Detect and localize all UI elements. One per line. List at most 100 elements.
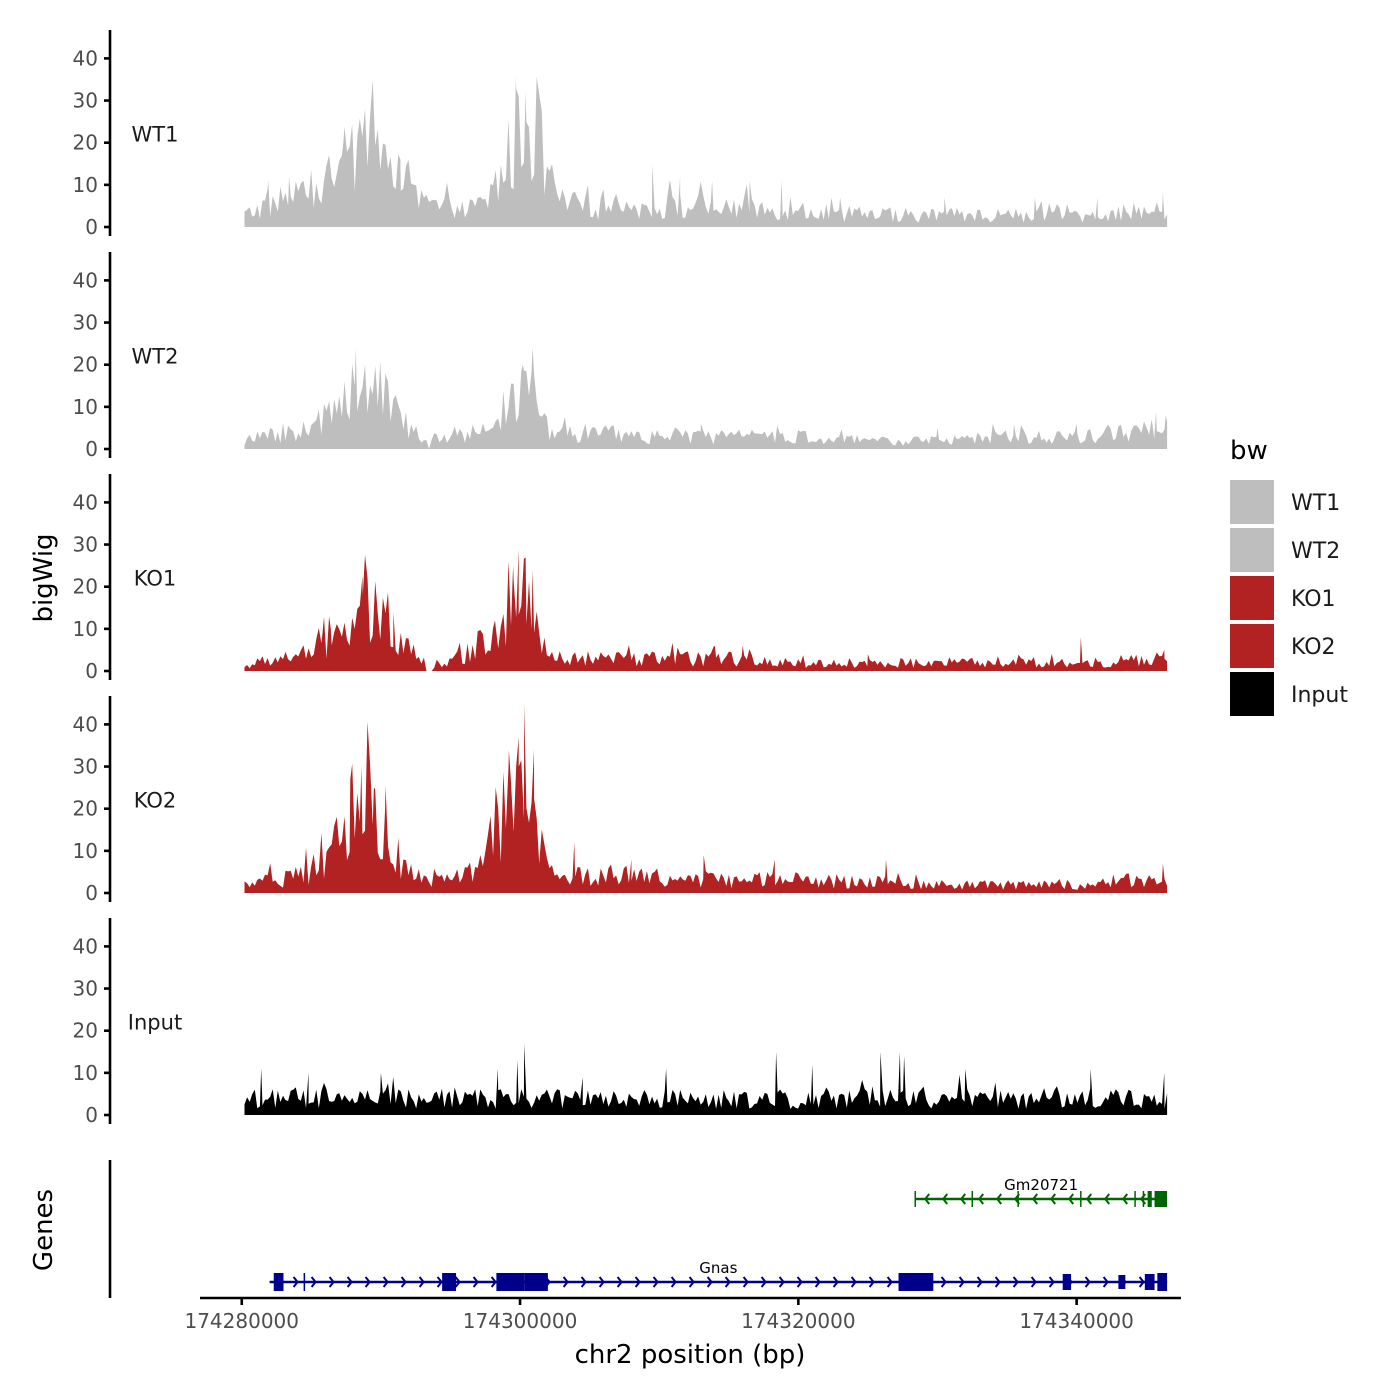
y-tick-label: 30 <box>73 977 98 1001</box>
y-tick-label: 0 <box>85 1103 98 1127</box>
y-tick-label: 10 <box>73 395 98 419</box>
coverage-area-input <box>244 1043 1168 1115</box>
track-wt1: 0 10 20 30 40 WT1 <box>73 30 1168 239</box>
strand-arrow <box>1048 1276 1055 1288</box>
strand-arrow <box>418 1276 425 1288</box>
exon <box>524 1273 548 1291</box>
strand-arrow <box>923 1193 931 1205</box>
x-axis-title: chr2 position (bp) <box>575 1340 806 1370</box>
track-ko2: 0 10 20 30 40 KO2 <box>73 696 1168 905</box>
strand-arrow <box>1067 1193 1075 1205</box>
strand-arrow <box>1103 1193 1111 1205</box>
strand-arrow <box>1012 1276 1019 1288</box>
legend-swatch-wt1 <box>1230 480 1274 524</box>
strand-arrow <box>1085 1193 1093 1205</box>
strand-arrow <box>1121 1193 1129 1205</box>
tracks-layer: 0 10 20 30 40 WT1 0 10 20 30 40 WT2 0 10 20 30 40 KO1 0 10 2… <box>73 30 1168 1127</box>
strand-arrow <box>1031 1193 1039 1205</box>
exon <box>1062 1274 1072 1290</box>
y-tick-label: 20 <box>73 797 98 821</box>
exon <box>273 1273 284 1291</box>
legend-label-wt1: WT1 <box>1291 491 1340 516</box>
track-label-wt2: WT2 <box>132 344 179 368</box>
strand-arrow <box>670 1276 677 1288</box>
y-tick-label: 10 <box>73 617 98 641</box>
strand-arrow <box>976 1276 983 1288</box>
y-tick-label: 20 <box>73 131 98 155</box>
track-label-input: Input <box>128 1010 182 1034</box>
strand-arrow <box>958 1276 965 1288</box>
exon <box>1154 1191 1168 1207</box>
legend-swatch-ko1 <box>1230 576 1274 620</box>
y-tick-label: 0 <box>85 215 98 239</box>
exon <box>1147 1191 1152 1207</box>
strand-arrow <box>562 1276 569 1288</box>
strand-arrow <box>959 1193 967 1205</box>
strand-arrow <box>814 1276 821 1288</box>
legend-label-wt2: WT2 <box>1291 539 1340 564</box>
y-tick-label: 30 <box>73 755 98 779</box>
exon <box>496 1273 525 1291</box>
x-axis: 174280000 174300000 174320000 174340000 <box>184 1296 1181 1333</box>
strand-arrow <box>742 1276 749 1288</box>
gene-label-gm20721: Gm20721 <box>1004 1176 1078 1194</box>
legend-swatch-input <box>1230 672 1274 716</box>
x-tick-label: 174300000 <box>463 1309 578 1333</box>
strand-arrow <box>796 1276 803 1288</box>
strand-arrow <box>724 1276 731 1288</box>
legend-label-ko2: KO2 <box>1291 635 1336 660</box>
gene-gm20721: Gm20721 <box>914 1176 1168 1207</box>
legend: bw WT1 WT2 KO1 KO2 Input <box>1230 436 1348 716</box>
y-tick-label: 40 <box>73 46 98 70</box>
exon <box>1144 1274 1155 1290</box>
strand-arrow <box>994 1276 1001 1288</box>
exon <box>442 1273 457 1291</box>
coverage-area-ko1 <box>244 548 1168 671</box>
track-label-ko1: KO1 <box>134 566 177 590</box>
y-tick-label: 40 <box>73 934 98 958</box>
gene-label-gnas: Gnas <box>699 1259 737 1277</box>
strand-arrow <box>886 1276 893 1288</box>
strand-arrow <box>400 1276 407 1288</box>
x-tick-label: 174280000 <box>184 1309 299 1333</box>
exon <box>1157 1273 1168 1291</box>
strand-arrow <box>1138 1276 1145 1288</box>
exon <box>898 1273 934 1291</box>
y-tick-label: 30 <box>73 89 98 113</box>
strand-arrow <box>382 1276 389 1288</box>
legend-swatch-wt2 <box>1230 528 1274 572</box>
y-tick-label: 10 <box>73 839 98 863</box>
genes-axis-title: Genes <box>29 1189 59 1271</box>
y-tick-label: 30 <box>73 533 98 557</box>
track-ko1: 0 10 20 30 40 KO1 <box>73 474 1168 683</box>
strand-arrow <box>292 1276 299 1288</box>
gene-gnas: Gnas <box>269 1259 1168 1291</box>
y-tick-label: 0 <box>85 437 98 461</box>
coverage-area-wt2 <box>244 347 1168 449</box>
strand-arrow <box>1030 1276 1037 1288</box>
y-tick-label: 20 <box>73 1019 98 1043</box>
y-tick-label: 10 <box>73 1061 98 1085</box>
strand-arrow <box>328 1276 335 1288</box>
strand-arrow <box>868 1276 875 1288</box>
y-tick-label: 0 <box>85 881 98 905</box>
track-input: 0 10 20 30 40 Input <box>73 918 1168 1127</box>
track-label-ko2: KO2 <box>134 788 177 812</box>
y-tick-label: 40 <box>73 490 98 514</box>
coverage-area-ko2 <box>244 703 1168 893</box>
strand-arrow <box>688 1276 695 1288</box>
strand-arrow <box>346 1276 353 1288</box>
strand-arrow <box>940 1276 947 1288</box>
exon <box>1118 1275 1126 1289</box>
y-tick-label: 20 <box>73 575 98 599</box>
strand-arrow <box>598 1276 605 1288</box>
y-tick-label: 20 <box>73 353 98 377</box>
strand-arrow <box>436 1276 443 1288</box>
strand-arrow <box>706 1276 713 1288</box>
y-tick-label: 30 <box>73 311 98 335</box>
y-tick-label: 0 <box>85 659 98 683</box>
legend-label-ko1: KO1 <box>1291 587 1336 612</box>
y-tick-label: 40 <box>73 268 98 292</box>
strand-arrow <box>1102 1276 1109 1288</box>
